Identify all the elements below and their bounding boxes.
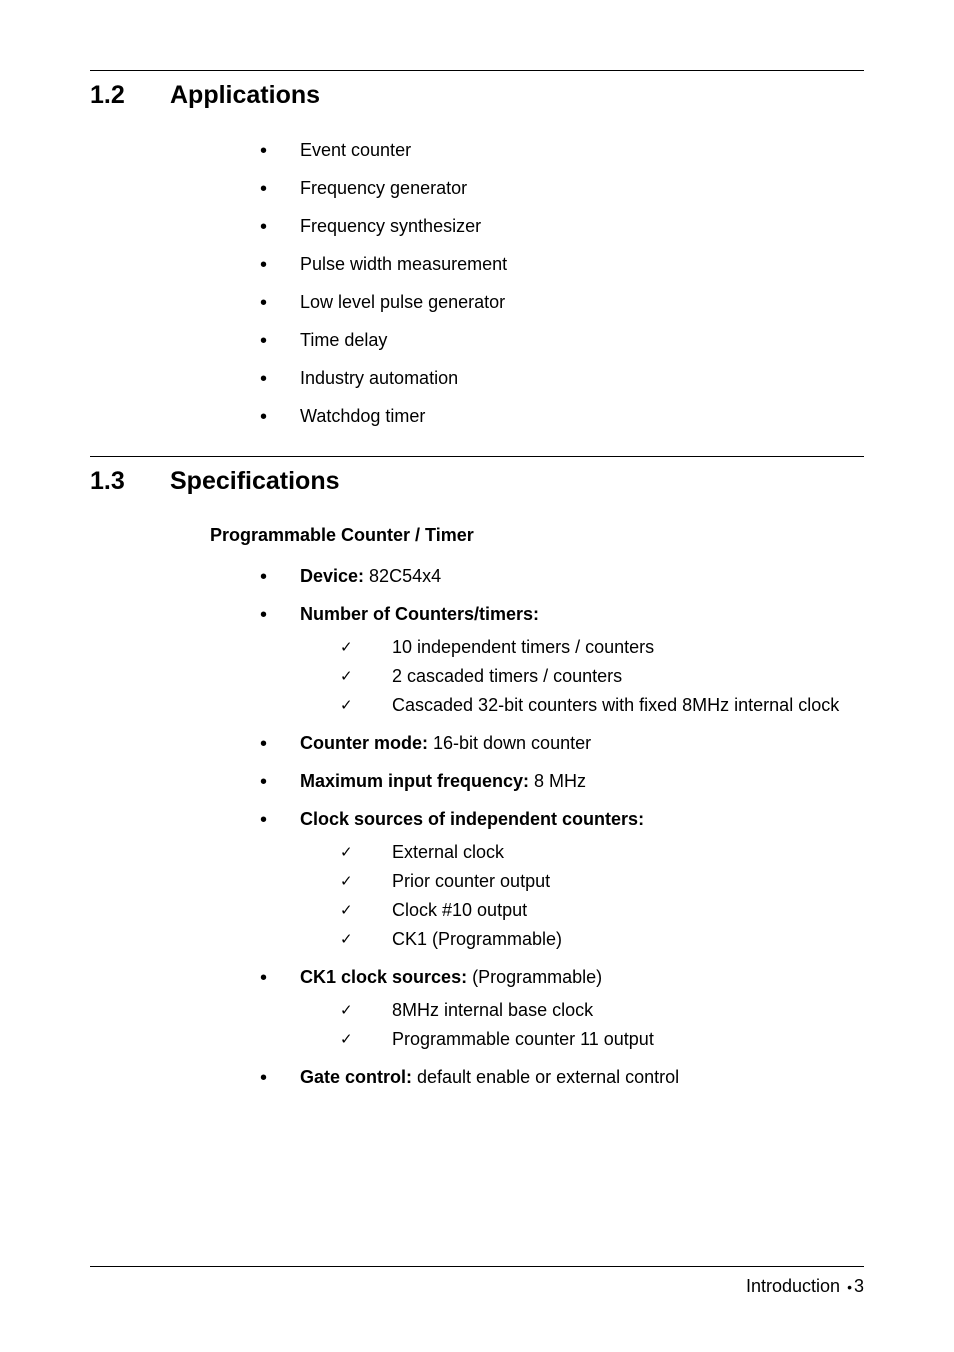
spec-label: Gate control: <box>300 1067 412 1087</box>
check-item: External clock <box>340 839 864 866</box>
check-item: 2 cascaded timers / counters <box>340 663 864 690</box>
footer-page: 3 <box>854 1276 864 1296</box>
bullet-icon: • <box>847 1279 852 1295</box>
list-item: Event counter <box>260 137 864 164</box>
section-title: Applications <box>170 77 320 115</box>
check-item: CK1 (Programmable) <box>340 926 864 953</box>
applications-list: Event counter Frequency generator Freque… <box>260 137 864 430</box>
list-item: Frequency synthesizer <box>260 213 864 240</box>
list-item: Low level pulse generator <box>260 289 864 316</box>
spec-label: Clock sources of independent counters: <box>300 809 644 829</box>
section-heading-applications: 1.2 Applications <box>90 77 864 115</box>
check-item: 8MHz internal base clock <box>340 997 864 1024</box>
check-list: External clock Prior counter output Cloc… <box>340 839 864 953</box>
footer-rule <box>90 1266 864 1267</box>
check-list: 8MHz internal base clock Programmable co… <box>340 997 864 1053</box>
spec-label: Maximum input frequency: <box>300 771 529 791</box>
spec-item: Maximum input frequency: 8 MHz <box>260 768 864 795</box>
spec-value: 8 MHz <box>529 771 586 791</box>
spec-value: (Programmable) <box>467 967 602 987</box>
check-list: 10 independent timers / counters 2 casca… <box>340 634 864 719</box>
spec-subheading: Programmable Counter / Timer <box>210 522 864 549</box>
check-item: Clock #10 output <box>340 897 864 924</box>
check-item: 10 independent timers / counters <box>340 634 864 661</box>
spec-item: Device: 82C54x4 <box>260 563 864 590</box>
spec-label: Device: <box>300 566 364 586</box>
spec-value: 82C54x4 <box>364 566 441 586</box>
section-rule <box>90 456 864 457</box>
spec-label: Counter mode: <box>300 733 428 753</box>
section-number: 1.3 <box>90 463 170 501</box>
check-item: Cascaded 32-bit counters with fixed 8MHz… <box>340 692 864 719</box>
spec-value: 16-bit down counter <box>428 733 591 753</box>
section-title: Specifications <box>170 463 340 501</box>
spec-item: Gate control: default enable or external… <box>260 1064 864 1091</box>
specifications-list: Device: 82C54x4 Number of Counters/timer… <box>260 563 864 1091</box>
footer-text: Introduction •3 <box>90 1273 864 1300</box>
check-item: Prior counter output <box>340 868 864 895</box>
spec-value: default enable or external control <box>412 1067 679 1087</box>
spec-label: CK1 clock sources: <box>300 967 467 987</box>
section-rule <box>90 70 864 71</box>
section-heading-specifications: 1.3 Specifications <box>90 463 864 501</box>
list-item: Watchdog timer <box>260 403 864 430</box>
spec-item: Clock sources of independent counters: E… <box>260 806 864 953</box>
spec-item: CK1 clock sources: (Programmable) 8MHz i… <box>260 964 864 1053</box>
list-item: Industry automation <box>260 365 864 392</box>
footer: Introduction •3 <box>90 1266 864 1300</box>
spec-item: Number of Counters/timers: 10 independen… <box>260 601 864 719</box>
list-item: Frequency generator <box>260 175 864 202</box>
list-item: Time delay <box>260 327 864 354</box>
spec-item: Counter mode: 16-bit down counter <box>260 730 864 757</box>
section-number: 1.2 <box>90 77 170 115</box>
spec-label: Number of Counters/timers: <box>300 604 539 624</box>
check-item: Programmable counter 11 output <box>340 1026 864 1053</box>
list-item: Pulse width measurement <box>260 251 864 278</box>
footer-chapter: Introduction <box>746 1276 840 1296</box>
